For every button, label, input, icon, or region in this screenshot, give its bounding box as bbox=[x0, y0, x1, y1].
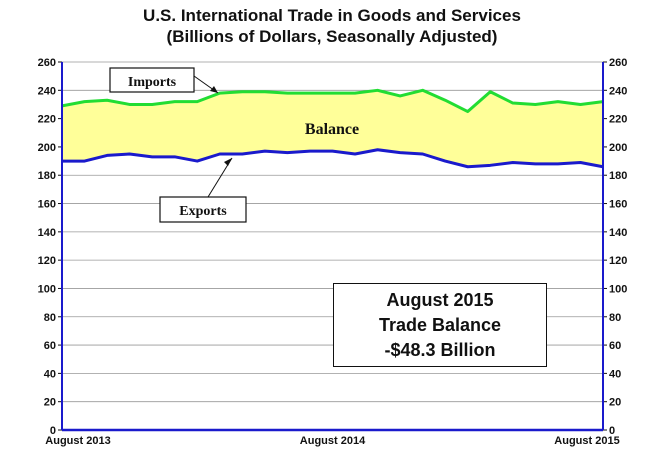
y-tick-label-left: 160 bbox=[38, 199, 56, 211]
exports-pointer-head bbox=[224, 158, 232, 166]
balance-fill bbox=[62, 90, 603, 167]
y-tick-label-left: 60 bbox=[44, 340, 56, 352]
x-tick-label: August 2015 bbox=[554, 435, 619, 447]
y-tick-label-right: 40 bbox=[609, 368, 621, 380]
y-tick-label-left: 140 bbox=[38, 227, 56, 239]
y-tick-label-right: 220 bbox=[609, 114, 627, 126]
x-axis: August 2013 August 2014 August 2015 bbox=[45, 435, 619, 447]
exports-label: Exports bbox=[179, 204, 227, 219]
y-tick-label-right: 140 bbox=[609, 227, 627, 239]
x-tick-label: August 2014 bbox=[300, 435, 366, 447]
y-tick-label-left: 80 bbox=[44, 312, 56, 324]
annotation-line-3: -$48.3 Billion bbox=[384, 340, 496, 360]
chart-title: U.S. International Trade in Goods and Se… bbox=[143, 6, 521, 25]
chart-subtitle: (Billions of Dollars, Seasonally Adjuste… bbox=[166, 27, 498, 46]
y-tick-label-right: 0 bbox=[609, 425, 615, 437]
annotation-line-1: August 2015 bbox=[386, 290, 494, 310]
exports-line bbox=[62, 148, 604, 169]
trade-balance-annotation: August 2015 Trade Balance -$48.3 Billion bbox=[333, 283, 547, 367]
imports-line bbox=[61, 88, 604, 114]
y-tick-label-right: 160 bbox=[609, 199, 627, 211]
y-tick-label-left: 240 bbox=[38, 85, 56, 97]
y-tick-label-left: 120 bbox=[38, 255, 56, 267]
y-tick-label-right: 60 bbox=[609, 340, 621, 352]
y-tick-label-right: 180 bbox=[609, 170, 627, 182]
y-tick-label-right: 260 bbox=[609, 57, 627, 69]
y-axis-left: 0 20 40 60 80 100 120 140 160 180 200 220 240 260 bbox=[38, 57, 62, 437]
y-tick-label-left: 20 bbox=[44, 397, 56, 409]
imports-pointer-head bbox=[210, 86, 218, 93]
y-tick-label-right: 240 bbox=[609, 85, 627, 97]
x-tick-label: August 2013 bbox=[45, 435, 110, 447]
imports-label: Imports bbox=[128, 75, 177, 90]
balance-label: Balance bbox=[305, 121, 359, 138]
y-tick-label-left: 220 bbox=[38, 114, 56, 126]
balance-area bbox=[62, 90, 603, 167]
imports-label-box bbox=[109, 67, 195, 93]
axes bbox=[61, 62, 604, 432]
exports-label-box bbox=[159, 196, 247, 223]
series-lines bbox=[61, 88, 604, 169]
y-tick-label-right: 20 bbox=[609, 397, 621, 409]
y-tick-label-left: 260 bbox=[38, 57, 56, 69]
y-tick-label-right: 200 bbox=[609, 142, 627, 154]
y-tick-label-left: 40 bbox=[44, 368, 56, 380]
annotation-line-2: Trade Balance bbox=[378, 315, 502, 335]
y-tick-label-left: 180 bbox=[38, 170, 56, 182]
y-tick-label-right: 100 bbox=[609, 283, 627, 295]
y-tick-label-right: 80 bbox=[609, 312, 621, 324]
y-tick-label-left: 100 bbox=[38, 283, 56, 295]
y-tick-label-left: 200 bbox=[38, 142, 56, 154]
y-axis-right: 0 20 40 60 80 100 120 140 160 180 200 220 240 260 bbox=[603, 57, 627, 437]
y-tick-label-left: 0 bbox=[50, 425, 56, 437]
y-tick-label-right: 120 bbox=[609, 255, 627, 267]
